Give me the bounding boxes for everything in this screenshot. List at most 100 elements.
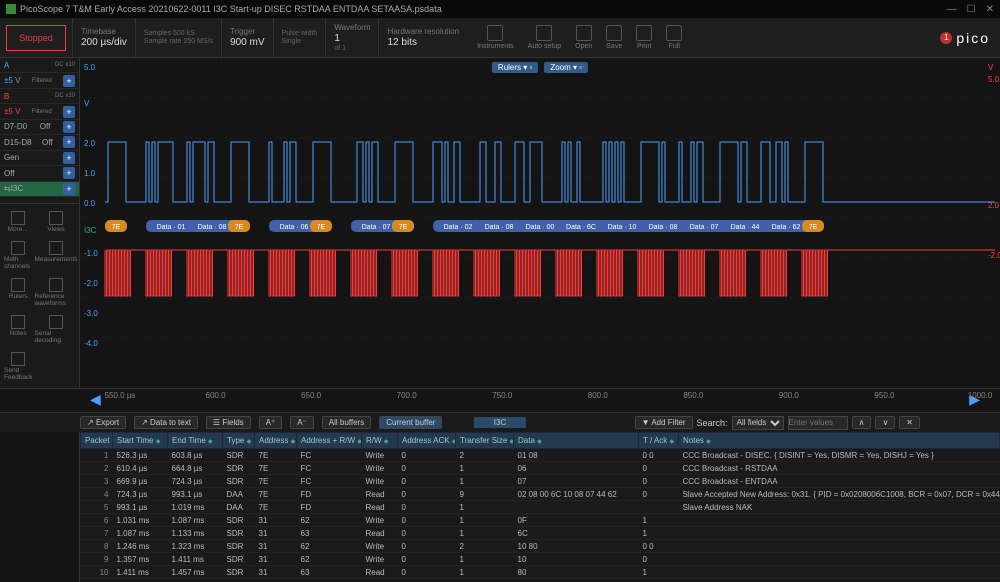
timebase-group[interactable]: Timebase 200 µs/div	[72, 18, 135, 57]
gen-plus-icon[interactable]: +	[63, 152, 75, 164]
table-row[interactable]: 81.246 ms1.323 msSDR3162Write0210 800 0	[81, 540, 1000, 553]
window-controls: — ☐ ✕	[947, 4, 994, 15]
channel-a-plus-icon[interactable]: +	[63, 75, 75, 87]
gen-state-row[interactable]: Off +	[0, 166, 79, 181]
left-panel: A DC x10 ±5 V Filtered + B DC x10 ±5 V F…	[0, 58, 80, 388]
samples-group: Samples 500 kS Sample rate 250 MS/s	[135, 18, 221, 57]
svg-text:Data · 6C: Data · 6C	[566, 224, 596, 231]
serial-decoding-tool[interactable]: Serial decoding	[35, 312, 78, 347]
trigger-group[interactable]: Trigger 900 mV	[221, 18, 272, 57]
waveform-group[interactable]: Waveform 1 of 1	[325, 18, 378, 57]
search-next-button[interactable]: ∨	[875, 416, 895, 429]
rulers-tool[interactable]: Rulers	[4, 275, 33, 310]
search-prev-button[interactable]: ∧	[852, 416, 872, 429]
table-row[interactable]: 2610.4 µs664.8 µsSDR7EFCWrite01060CCC Br…	[81, 462, 1000, 475]
hwres-group[interactable]: Hardware resolution 12 bits	[378, 18, 467, 57]
i3c-plus-icon[interactable]: +	[63, 183, 75, 195]
send-feedback-tool[interactable]: Send Feedback	[4, 349, 33, 384]
channel-a-row[interactable]: A DC x10	[0, 58, 79, 73]
time-tick: 750.0	[492, 391, 512, 400]
run-stop-button[interactable]: Stopped	[6, 25, 66, 51]
channel-d15d8-row[interactable]: D15-D8 Off +	[0, 135, 79, 150]
instruments-button[interactable]: Instruments	[477, 25, 514, 50]
svg-text:I3C: I3C	[84, 226, 97, 235]
table-row[interactable]: 91.357 ms1.411 msSDR3162Write01100	[81, 553, 1000, 566]
pico-logo: pico	[956, 30, 990, 46]
table-row[interactable]: 5993.1 µs1.019 msDAA7EFDRead01Slave Addr…	[81, 501, 1000, 514]
column-start-time[interactable]: Start Time ◆	[113, 433, 168, 449]
data-to-text-button[interactable]: ↗ Data to text	[134, 416, 198, 429]
column-address-ack[interactable]: Address ACK ◆	[398, 433, 456, 449]
math-channels-tool[interactable]: Math channels	[4, 238, 33, 273]
scope-view[interactable]: Rulers ▾ ▫ Zoom ▾ ▫ 5.0V 2.01.0 0.0-1.0 …	[80, 58, 1000, 388]
gen-state-plus-icon[interactable]: +	[63, 167, 75, 179]
open-button[interactable]: Open	[575, 25, 592, 50]
close-decoder-button[interactable]: ✕	[899, 416, 920, 429]
channel-a-range[interactable]: ±5 V Filtered +	[0, 73, 79, 88]
views-tool[interactable]: Views	[35, 208, 78, 236]
more--tool[interactable]: More…	[4, 208, 33, 236]
table-row[interactable]: 61.031 ms1.087 msSDR3162Write010F1	[81, 514, 1000, 527]
rulers-chip[interactable]: Rulers ▾ ▫	[492, 62, 538, 73]
table-row[interactable]: 71.087 ms1.133 msSDR3163Read016C1	[81, 527, 1000, 540]
column-address-r-w[interactable]: Address + R/W ◆	[297, 433, 362, 449]
minimize-button[interactable]: —	[947, 4, 957, 15]
table-row[interactable]: 4724.3 µs993.1 µsDAA7EFDRead0902 08 00 6…	[81, 488, 1000, 501]
channel-d7d0-row[interactable]: D7-D0 Off +	[0, 120, 79, 135]
font-decrease-button[interactable]: A⁻	[290, 416, 314, 429]
svg-text:Data · 00: Data · 00	[526, 224, 555, 231]
channel-b-range[interactable]: ±5 V Filtered +	[0, 104, 79, 119]
table-row[interactable]: 111.535 ms1.612 msSDR3162Write0211 841 1	[81, 579, 1000, 582]
zoom-chip[interactable]: Zoom ▾ ▫	[544, 62, 588, 73]
time-tick: 800.0	[588, 391, 608, 400]
column-end-time[interactable]: End Time ◆	[168, 433, 223, 449]
current-buffer-button[interactable]: Current buffer	[379, 416, 442, 429]
logo-area: 1 pico	[940, 30, 990, 46]
column-notes[interactable]: Notes ◆	[679, 433, 1000, 449]
column-r-w[interactable]: R/W ◆	[362, 433, 398, 449]
waveform-svg: 5.0V 2.01.0 0.0-1.0 -2.0-3.0 -4.0 V5.0 2…	[80, 58, 1000, 358]
column-type[interactable]: Type ◆	[223, 433, 255, 449]
add-filter-button[interactable]: ▼ Add Filter	[635, 416, 693, 429]
auto-setup-button[interactable]: Auto setup	[528, 25, 561, 50]
column-address[interactable]: Address ◆	[255, 433, 297, 449]
gen-row[interactable]: Gen +	[0, 151, 79, 166]
channel-b-plus-icon[interactable]: +	[63, 106, 75, 118]
decoder-tab-i3c[interactable]: I3C	[474, 417, 526, 428]
full-button[interactable]: Full	[666, 25, 682, 50]
channel-d15d8-plus-icon[interactable]: +	[63, 136, 75, 148]
table-row[interactable]: 101.411 ms1.457 msSDR3163Read01801	[81, 566, 1000, 579]
search-input[interactable]	[788, 416, 848, 430]
notification-badge[interactable]: 1	[940, 32, 952, 44]
svg-text:Data · 01: Data · 01	[157, 224, 186, 231]
scroll-left-icon[interactable]: ◀	[90, 391, 101, 408]
search-field-select[interactable]: All fields	[732, 416, 784, 430]
channel-d7d0-plus-icon[interactable]: +	[63, 121, 75, 133]
maximize-button[interactable]: ☐	[967, 4, 976, 15]
column-packet[interactable]: Packet ◆	[81, 433, 113, 449]
export-button[interactable]: ↗ Export	[80, 416, 126, 429]
column-transfer-size[interactable]: Transfer Size ◆	[456, 433, 514, 449]
svg-text:Data · 10: Data · 10	[608, 224, 637, 231]
trigger-mode-group: Pulse width Single	[273, 18, 326, 57]
decode-table[interactable]: Packet ◆Start Time ◆End Time ◆Type ◆Addr…	[80, 432, 1000, 582]
print-button[interactable]: Print	[636, 25, 652, 50]
font-increase-button[interactable]: A⁺	[259, 416, 283, 429]
save-button[interactable]: Save	[606, 25, 622, 50]
channel-b-row[interactable]: B DC x10	[0, 89, 79, 104]
column-t-ack[interactable]: T / Ack ◆	[639, 433, 679, 449]
i3c-row[interactable]: ⇆ I3C +	[0, 182, 79, 197]
notes-tool[interactable]: Notes	[4, 312, 33, 347]
table-row[interactable]: 1526.3 µs603.8 µsSDR7EFCWrite0201 080 0C…	[81, 449, 1000, 462]
window-title: PicoScope 7 T&M Early Access 20210622-00…	[20, 4, 442, 14]
close-button[interactable]: ✕	[986, 4, 994, 15]
svg-text:Data · 07: Data · 07	[362, 224, 391, 231]
svg-text:5.0: 5.0	[84, 63, 96, 72]
column-data[interactable]: Data ◆	[514, 433, 639, 449]
table-row[interactable]: 3669.9 µs724.3 µsSDR7EFCWrite01070CCC Br…	[81, 475, 1000, 488]
svg-text:Data · 08: Data · 08	[198, 224, 227, 231]
all-buffers-button[interactable]: All buffers	[322, 416, 371, 429]
measurements-tool[interactable]: Measurements	[35, 238, 78, 273]
fields-button[interactable]: ☰ Fields	[206, 416, 251, 429]
reference-waveforms-tool[interactable]: Reference waveforms	[35, 275, 78, 310]
